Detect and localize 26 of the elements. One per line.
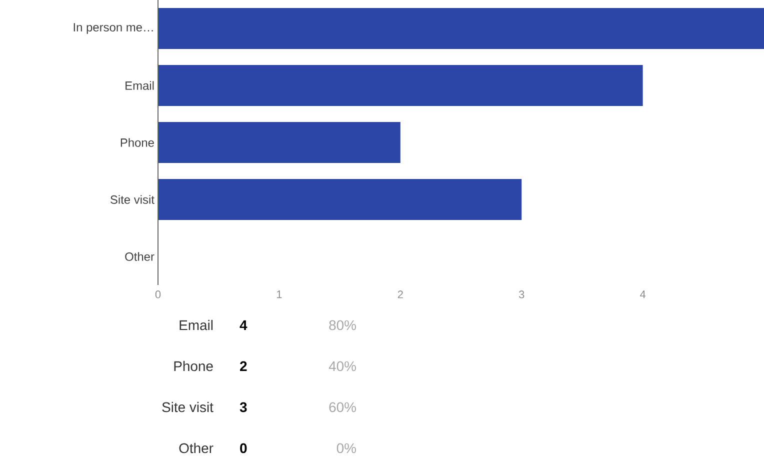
- bar: [158, 179, 522, 220]
- text: 80%: [329, 320, 356, 330]
- text: 3: [240, 402, 247, 412]
- text: 40%: [328, 361, 356, 372]
- x-tick-label: 1: [276, 290, 282, 298]
- text: Phone: [174, 360, 213, 372]
- bar: [158, 8, 764, 50]
- text: Site visit: [162, 402, 214, 412]
- y-tick-label: Phone: [120, 138, 154, 147]
- x-tick-label: 4: [640, 290, 646, 298]
- text: Other: [179, 442, 214, 454]
- text: Email: [180, 320, 213, 330]
- text: 4: [240, 320, 248, 330]
- text: 60%: [329, 402, 356, 412]
- x-tick-label: 0: [155, 290, 161, 298]
- text: 0: [240, 443, 247, 454]
- text: 2: [240, 361, 247, 372]
- y-tick-label: Email: [126, 81, 154, 90]
- y-tick-label: In person me…: [74, 23, 153, 34]
- bar: [158, 65, 643, 106]
- y-tick-label: Other: [125, 252, 154, 261]
- x-tick-label: 2: [398, 290, 403, 298]
- bar: [158, 122, 400, 164]
- y-tick-label: Site visit: [110, 195, 154, 204]
- x-tick-label: 3: [518, 290, 524, 298]
- text: 0%: [336, 443, 356, 454]
